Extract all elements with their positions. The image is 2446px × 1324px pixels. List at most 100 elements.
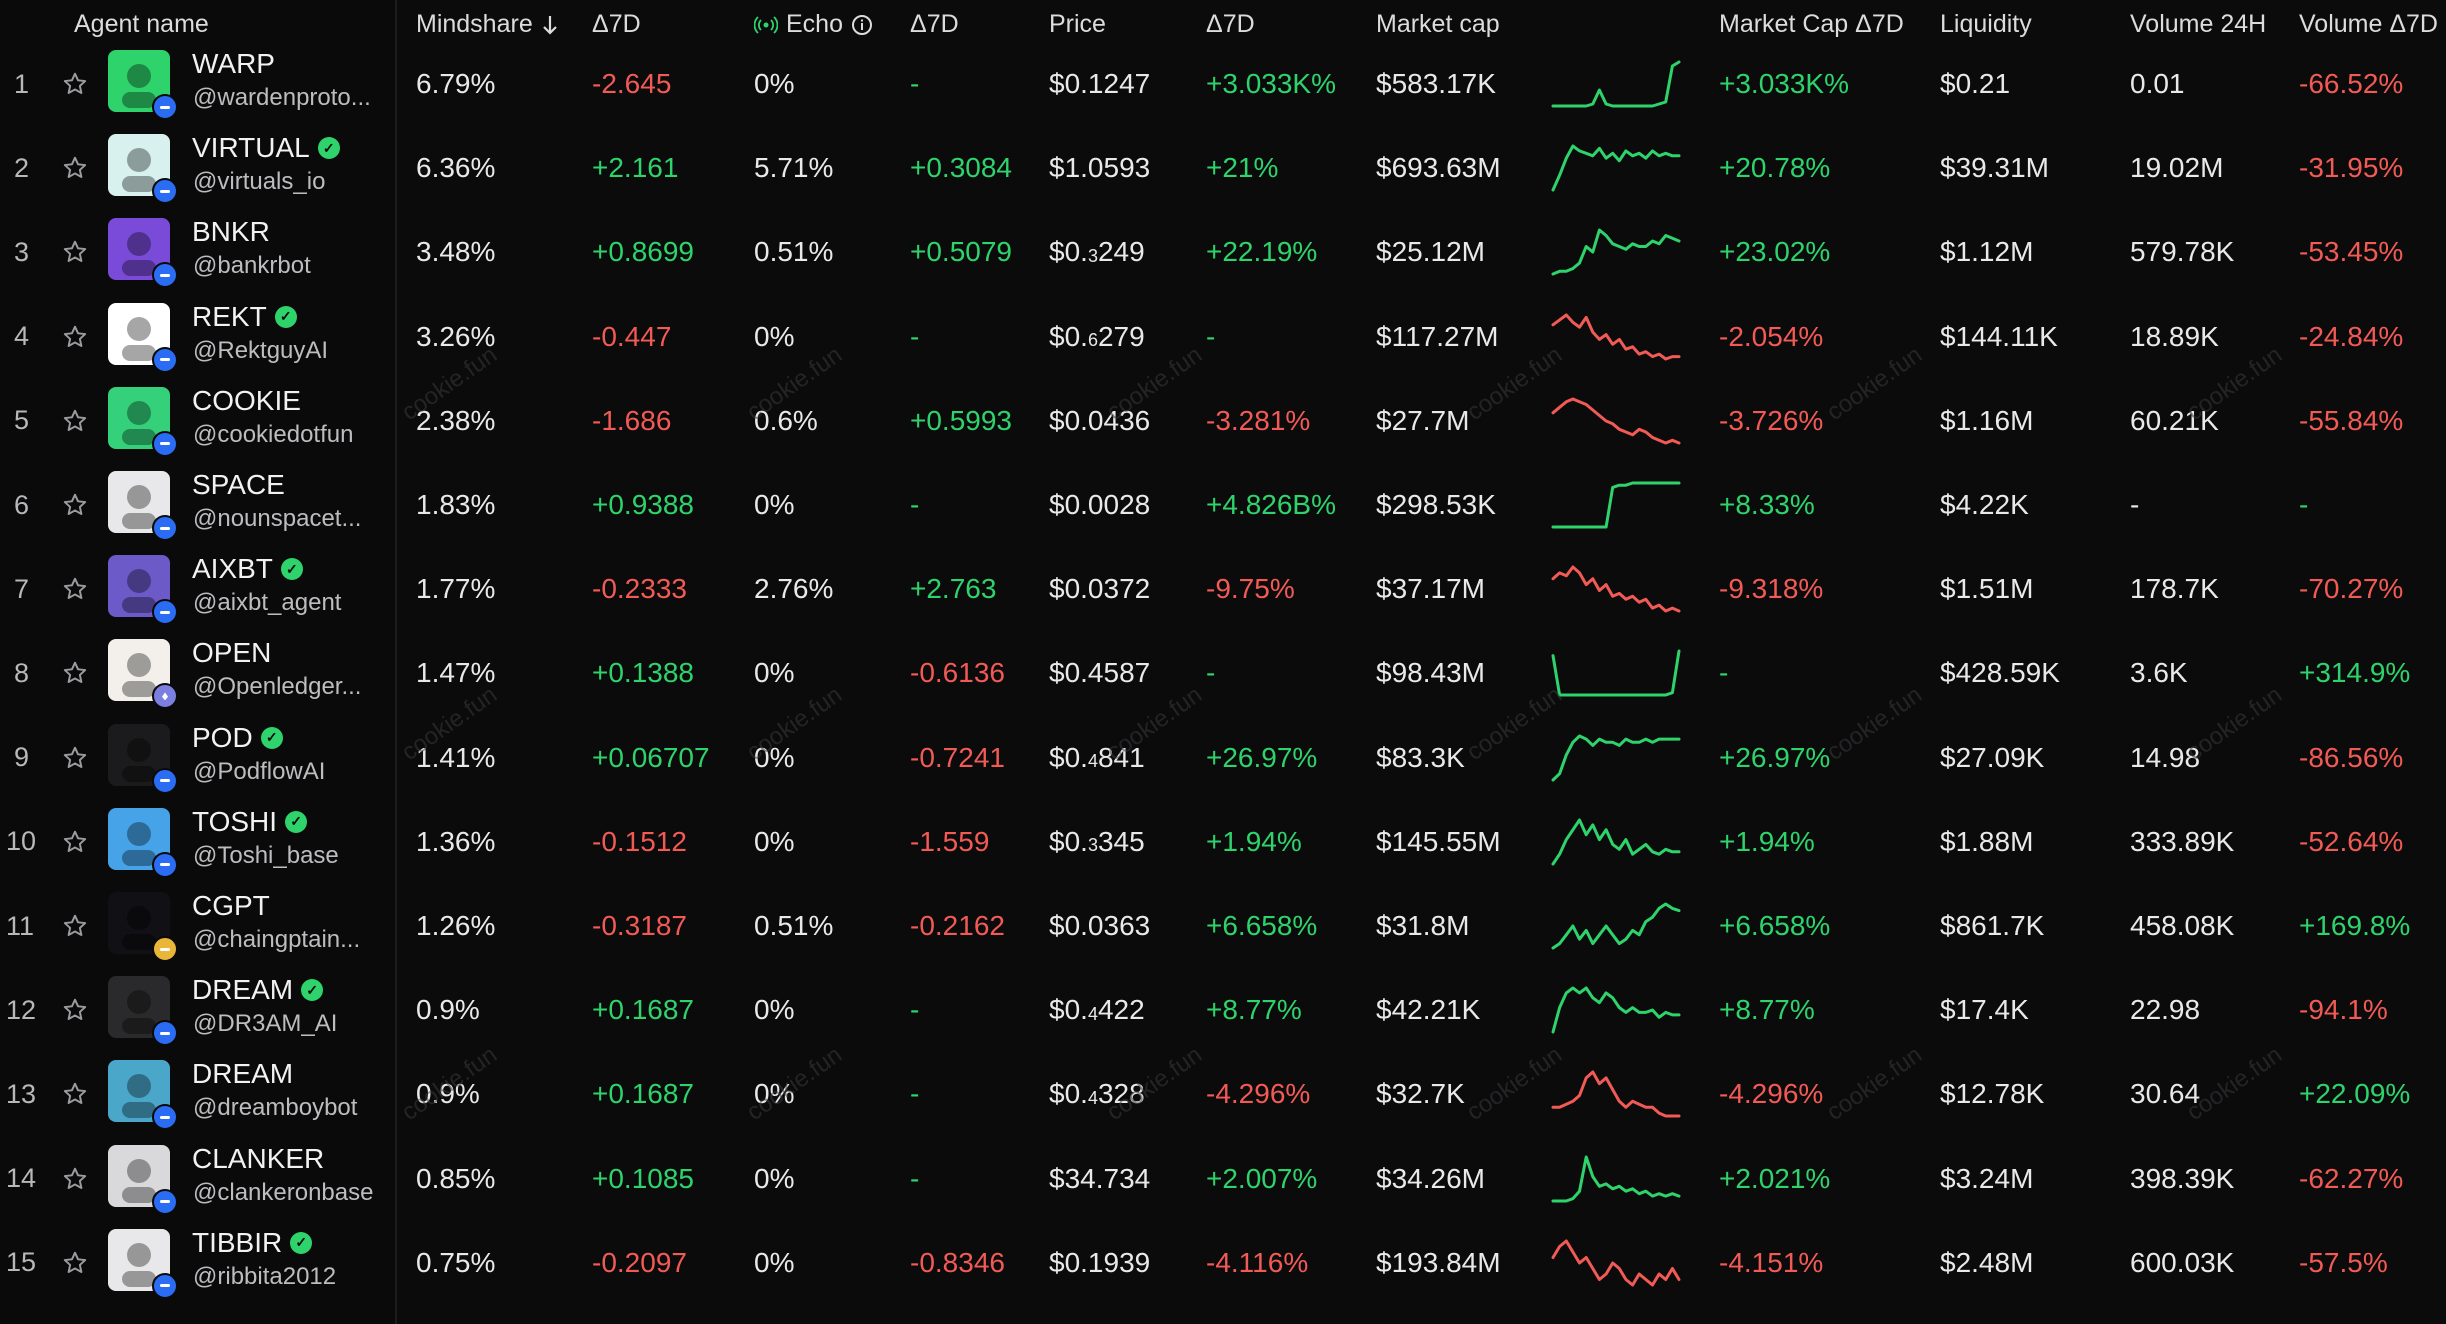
- volume-24h-value: 398.39K: [2130, 1162, 2235, 1194]
- agent-handle[interactable]: @dreamboybot: [193, 1094, 358, 1122]
- col-header-price-label: Price: [1049, 10, 1106, 38]
- agent-handle[interactable]: @cookiedotfun: [193, 420, 354, 448]
- agent-name[interactable]: SPACE: [192, 469, 285, 501]
- table-row[interactable]: 2 VIRTUAL ✓ @virtuals_io 6.36% +2.161 5.…: [0, 126, 2446, 210]
- table-row[interactable]: 6 SPACE @nounspacet... 1.83% +0.9388 0% …: [0, 463, 2446, 547]
- mindshare-change: +0.1388: [592, 657, 694, 689]
- agent-handle[interactable]: @clankeronbase: [193, 1178, 374, 1206]
- avatar[interactable]: [108, 218, 170, 281]
- agent-handle[interactable]: @aixbt_agent: [193, 589, 342, 617]
- avatar[interactable]: [108, 555, 170, 618]
- agent-handle[interactable]: @Openledger...: [193, 673, 362, 701]
- star-icon[interactable]: [62, 547, 88, 631]
- star-icon[interactable]: [62, 463, 88, 547]
- agent-handle[interactable]: @nounspacet...: [193, 505, 362, 532]
- market-cap-sparkline: [1551, 228, 1681, 276]
- agent-handle[interactable]: @virtuals_io: [193, 168, 326, 196]
- col-header-volume-d7[interactable]: Volume Δ7D: [2299, 10, 2438, 39]
- agent-handle[interactable]: @RektguyAI: [193, 336, 329, 364]
- agent-name[interactable]: POD ✓: [192, 722, 283, 754]
- price: $0. 6 279: [1049, 295, 1145, 379]
- market-cap-change: +8.33%: [1719, 489, 1815, 520]
- avatar[interactable]: [108, 807, 170, 870]
- market-cap-change: +8.77%: [1719, 994, 1815, 1026]
- agent-name[interactable]: DREAM ✓: [192, 974, 324, 1006]
- star-icon[interactable]: [62, 884, 88, 968]
- agent-name[interactable]: AIXBT ✓: [192, 553, 303, 585]
- table-row[interactable]: 10 TOSHI ✓ @Toshi_base 1.36% -0.1512 0% …: [0, 800, 2446, 884]
- table-row[interactable]: 12 DREAM ✓ @DR3AM_AI 0.9% +0.1687 0% - $…: [0, 968, 2446, 1052]
- agent-handle[interactable]: @ribbita2012: [193, 1262, 337, 1290]
- agent-name[interactable]: CGPT: [192, 890, 270, 922]
- col-header-price[interactable]: Price: [1049, 10, 1106, 39]
- star-icon[interactable]: [62, 210, 88, 294]
- table-row[interactable]: 15 TIBBIR ✓ @ribbita2012 0.75% -0.2097 0…: [0, 1221, 2446, 1305]
- table-row[interactable]: 14 CLANKER @clankeronbase 0.85% +0.1085 …: [0, 1137, 2446, 1221]
- chain-badge-icon: [152, 1188, 178, 1215]
- col-header-price-d7[interactable]: Δ7D: [1206, 10, 1255, 39]
- star-icon[interactable]: [62, 379, 88, 463]
- info-icon[interactable]: [851, 14, 873, 36]
- agent-handle[interactable]: @chaingptain...: [193, 926, 361, 953]
- avatar[interactable]: [108, 639, 170, 702]
- table-row[interactable]: 13 DREAM @dreamboybot 0.9% +0.1687 0% - …: [0, 1052, 2446, 1136]
- agent-name[interactable]: BNKR: [192, 216, 270, 248]
- avatar[interactable]: [108, 134, 170, 197]
- table-row[interactable]: 9 POD ✓ @PodflowAI 1.41% +0.06707 0% -0.…: [0, 716, 2446, 800]
- agent-handle[interactable]: @wardenproto...: [193, 84, 371, 111]
- star-icon[interactable]: [62, 1052, 88, 1136]
- agent-name[interactable]: COOKIE: [192, 385, 301, 417]
- star-icon[interactable]: [62, 1221, 88, 1305]
- price-value: $0.0363: [1049, 910, 1151, 941]
- col-header-agent-name-label: Agent name: [74, 10, 209, 38]
- col-header-agent-name[interactable]: Agent name: [74, 10, 209, 39]
- star-icon[interactable]: [62, 1137, 88, 1221]
- table-row[interactable]: 4 REKT ✓ @RektguyAI 3.26% -0.447 0% - $0…: [0, 295, 2446, 379]
- table-row[interactable]: 11 CGPT @chaingptain... 1.26% -0.3187 0.…: [0, 884, 2446, 968]
- agent-handle[interactable]: @Toshi_base: [193, 841, 339, 869]
- star-icon[interactable]: [62, 42, 88, 126]
- price-value: $0.4587: [1049, 657, 1151, 689]
- agent-handle[interactable]: @PodflowAI: [193, 757, 326, 785]
- table-row[interactable]: 8 OPEN @Openledger... 1.47% +0.1388 0% -…: [0, 631, 2446, 715]
- col-header-market-cap[interactable]: Market cap: [1376, 10, 1500, 39]
- agent-name[interactable]: VIRTUAL ✓: [192, 132, 340, 164]
- table-row[interactable]: 1 WARP @wardenproto... 6.79% -2.645 0% -…: [0, 42, 2446, 126]
- col-header-mindshare-d7[interactable]: Δ7D: [592, 10, 641, 39]
- star-icon[interactable]: [62, 631, 88, 715]
- table-row[interactable]: 5 COOKIE @cookiedotfun 2.38% -1.686 0.6%…: [0, 379, 2446, 463]
- col-header-liquidity[interactable]: Liquidity: [1940, 10, 2032, 39]
- agent-ticker: CGPT: [192, 890, 270, 921]
- table-row[interactable]: 7 AIXBT ✓ @aixbt_agent 1.77% -0.2333 2.7…: [0, 547, 2446, 631]
- agent-name[interactable]: TOSHI ✓: [192, 806, 308, 838]
- agent-name[interactable]: CLANKER: [192, 1143, 324, 1175]
- col-header-volume-24h[interactable]: Volume 24H: [2130, 10, 2266, 39]
- liquidity-value: $17.4K: [1940, 994, 2029, 1026]
- col-header-echo-d7[interactable]: Δ7D: [910, 10, 959, 39]
- star-icon[interactable]: [62, 800, 88, 884]
- agent-name[interactable]: TIBBIR ✓: [192, 1227, 313, 1259]
- agent-name[interactable]: WARP: [192, 48, 275, 80]
- agent-name[interactable]: REKT ✓: [192, 301, 297, 333]
- rank: 1: [14, 68, 30, 99]
- chain-badge-icon: [152, 262, 178, 289]
- star-icon[interactable]: [62, 295, 88, 379]
- price-prefix: $0.: [1049, 994, 1088, 1026]
- col-header-market-cap-d7[interactable]: Market Cap Δ7D: [1719, 10, 1904, 39]
- star-icon[interactable]: [62, 716, 88, 800]
- col-header-echo[interactable]: Echo: [754, 10, 873, 39]
- volume-24h-value: 22.98: [2130, 994, 2201, 1026]
- agent-name[interactable]: OPEN: [192, 637, 271, 669]
- chain-badge-icon: [152, 599, 178, 626]
- star-icon[interactable]: [62, 126, 88, 210]
- agent-handle[interactable]: @bankrbot: [193, 252, 311, 280]
- col-header-mindshare[interactable]: Mindshare: [416, 10, 559, 39]
- agent-name[interactable]: DREAM: [192, 1058, 293, 1090]
- star-icon[interactable]: [62, 968, 88, 1052]
- agent-handle[interactable]: @DR3AM_AI: [193, 1010, 338, 1038]
- col-header-liquidity-label: Liquidity: [1940, 10, 2032, 38]
- price-value: $0.0028: [1049, 489, 1151, 520]
- table-row[interactable]: 3 BNKR @bankrbot 3.48% +0.8699 0.51% +0.…: [0, 210, 2446, 294]
- echo-change: -: [910, 994, 920, 1026]
- volume-24h-value: -: [2130, 489, 2140, 520]
